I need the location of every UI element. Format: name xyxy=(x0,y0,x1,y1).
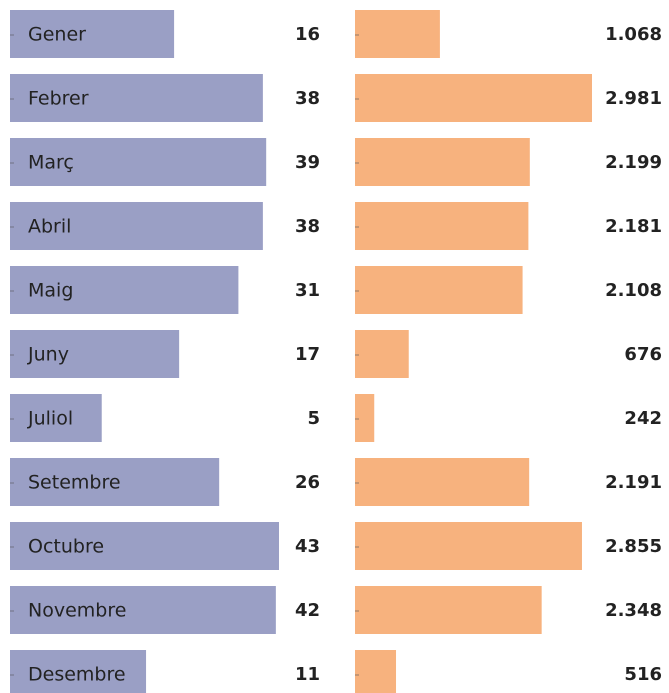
value-label: 42 xyxy=(295,600,320,621)
value-label: 676 xyxy=(624,344,662,365)
category-label: Novembre xyxy=(28,600,126,622)
bar xyxy=(10,10,175,58)
value-label: 1.068 xyxy=(605,24,662,45)
value-label: 2.108 xyxy=(605,280,662,301)
value-label: 5 xyxy=(307,408,320,429)
bar xyxy=(10,650,147,693)
value-label: 43 xyxy=(295,536,320,557)
category-label: Desembre xyxy=(28,664,126,686)
bar xyxy=(355,522,582,570)
bar xyxy=(355,74,592,122)
value-label: 38 xyxy=(295,88,320,109)
bar xyxy=(10,586,276,634)
value-label: 2.191 xyxy=(605,472,662,493)
bar xyxy=(355,202,529,250)
value-label: 2.181 xyxy=(605,216,662,237)
bar xyxy=(355,458,530,506)
category-label: Setembre xyxy=(28,472,121,494)
bar xyxy=(10,266,239,314)
value-label: 39 xyxy=(295,152,320,173)
value-label: 11 xyxy=(295,664,320,685)
value-label: 2.348 xyxy=(605,600,662,621)
category-label: Març xyxy=(28,152,74,174)
category-label: Juny xyxy=(27,344,69,366)
bar xyxy=(10,458,220,506)
category-label: Gener xyxy=(28,24,86,46)
category-label: Juliol xyxy=(27,408,73,430)
bar xyxy=(10,74,263,122)
category-label: Octubre xyxy=(28,536,104,558)
bar xyxy=(355,330,409,378)
bar xyxy=(10,138,267,186)
bar xyxy=(355,394,375,442)
bar xyxy=(10,394,102,442)
value-label: 2.981 xyxy=(605,88,662,109)
bar xyxy=(355,586,542,634)
value-label: 38 xyxy=(295,216,320,237)
bar xyxy=(355,650,397,693)
category-label: Abril xyxy=(28,216,71,238)
bar xyxy=(355,138,530,186)
bar xyxy=(10,202,263,250)
value-label: 16 xyxy=(295,24,320,45)
bar xyxy=(355,10,440,58)
bar xyxy=(355,266,523,314)
bar xyxy=(10,330,180,378)
value-label: 31 xyxy=(295,280,320,301)
value-label: 2.199 xyxy=(605,152,662,173)
category-label: Febrer xyxy=(28,88,89,110)
value-label: 26 xyxy=(295,472,320,493)
bar xyxy=(10,522,279,570)
value-label: 516 xyxy=(624,664,662,685)
value-label: 242 xyxy=(624,408,662,429)
value-label: 17 xyxy=(295,344,320,365)
category-label: Maig xyxy=(28,280,73,302)
value-label: 2.855 xyxy=(605,536,662,557)
